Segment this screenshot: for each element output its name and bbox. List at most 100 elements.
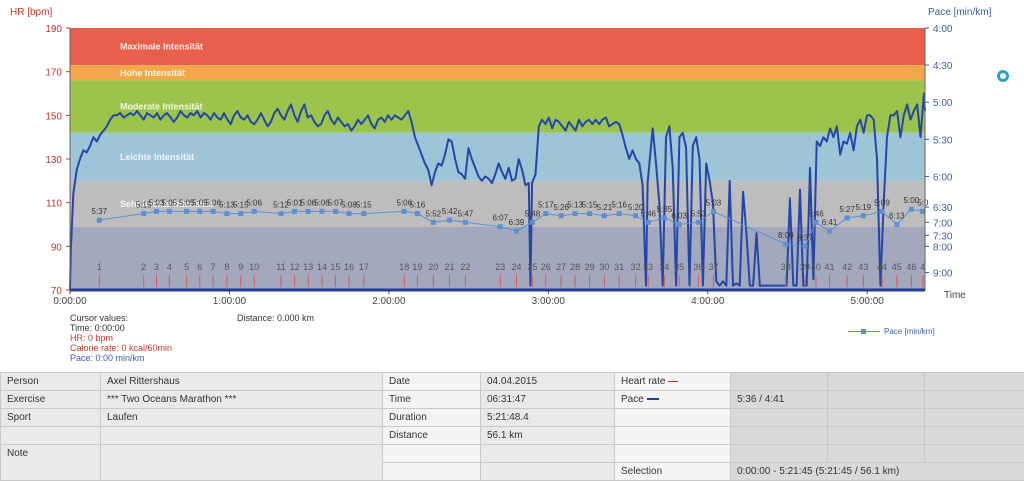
pace-point (813, 220, 818, 225)
km-marker-label: 38 (781, 262, 791, 272)
km-marker-label: 39 (800, 262, 810, 272)
pace-legend-label-table: Pace (621, 394, 644, 405)
person-value: Axel Rittershaus (101, 373, 383, 391)
km-marker-label: 23 (495, 262, 505, 272)
km-marker-label: 27 (556, 262, 566, 272)
km-marker-label: 6 (197, 262, 202, 272)
pace-point-label: 5:46 (640, 209, 656, 218)
pace-point (662, 215, 667, 220)
cursor-values-panel: Cursor values: Time: 0:00:00 HR: 0 bpm C… (70, 313, 172, 363)
pace-point-label: 5:05 (162, 198, 178, 207)
note-value[interactable] (101, 445, 383, 481)
pace-point-label: 5:48 (525, 209, 541, 218)
pace-point (696, 220, 701, 225)
selection-label: Selection (615, 463, 731, 481)
km-marker-label: 8 (224, 262, 229, 272)
km-marker-label: 31 (614, 262, 624, 272)
pace-point-label: 6:13 (889, 212, 905, 221)
right-axis-title: Pace [min/km] (928, 7, 992, 18)
pace-point-label: 5:06 (246, 198, 262, 207)
pace-point-label: 8:00 (778, 231, 794, 240)
km-marker-label: 33 (643, 262, 653, 272)
pace-point (167, 209, 172, 214)
pace-point-label: 5:35 (657, 205, 673, 214)
pace-point (617, 211, 622, 216)
km-marker-label: 15 (330, 262, 340, 272)
zone-label: Leichte Intensität (120, 152, 194, 162)
zone-label: Maximale Intensität (120, 42, 203, 52)
left-axis-title: HR [bpm] (10, 7, 52, 18)
pace-line-swatch (647, 398, 659, 400)
pace-point (783, 242, 788, 247)
pace-point (252, 209, 257, 214)
km-marker-label: 37 (708, 262, 718, 272)
pace-point (602, 213, 607, 218)
pace-point-label: 6:41 (822, 218, 838, 227)
km-marker-label: 32 (631, 262, 641, 272)
pace-point-label: 5:53 (691, 209, 707, 218)
km-marker-label: 17 (359, 262, 369, 272)
pace-point (909, 207, 914, 212)
pace-legend-swatch (848, 331, 880, 332)
km-marker-label: 26 (541, 262, 551, 272)
refresh-icon[interactable] (997, 70, 1009, 82)
pace-point-label: 6:39 (509, 218, 525, 227)
km-marker-label: 28 (570, 262, 580, 272)
pace-point (677, 222, 682, 227)
pace-point-label: 5:27 (839, 205, 855, 214)
pace-tick-label: 7:30 (933, 231, 953, 242)
x-tick-label: 1:00:00 (213, 296, 247, 307)
pace-point (361, 211, 366, 216)
pace-point-label: 5:16 (410, 201, 426, 210)
pace-tick-label: 6:30 (933, 203, 953, 214)
km-marker-label: 2 (141, 262, 146, 272)
pace-point (292, 209, 297, 214)
pace-point-label: 6:07 (493, 214, 509, 223)
pace-point-label: 5:47 (458, 209, 474, 218)
x-tick-label: 3:00:00 (532, 296, 566, 307)
pace-point (646, 220, 651, 225)
cursor-pace: Pace: 0:00 min/km (70, 353, 172, 363)
km-marker-label: 19 (412, 262, 422, 272)
pace-point-label: 6:03 (671, 212, 687, 221)
pace-point (711, 209, 716, 214)
note-label: Note (1, 445, 101, 481)
hr-tick-label: 170 (45, 68, 62, 79)
exercise-value: *** Two Oceans Marathon *** (101, 391, 383, 409)
km-marker-label: 30 (599, 262, 609, 272)
x-axis-title: Time (944, 290, 966, 301)
pace-point (306, 209, 311, 214)
exercise-label: Exercise (1, 391, 101, 409)
pace-legend-cell: Pace (615, 391, 731, 409)
pace-point-label: 5:46 (808, 209, 824, 218)
pace-tick-label: 4:00 (933, 24, 953, 35)
pace-point (402, 209, 407, 214)
cursor-distance: Distance: 0.000 km (237, 313, 314, 323)
pace-point (530, 220, 535, 225)
pace-tick-label: 8:00 (933, 242, 953, 253)
pace-point (319, 209, 324, 214)
pace-point-label: 5:42 (442, 207, 458, 216)
km-marker-label: 44 (877, 262, 887, 272)
hr-tick-label: 90 (51, 242, 63, 253)
pace-point (498, 224, 503, 229)
pace-point-label: 5:15 (582, 201, 598, 210)
date-label: Date (383, 373, 481, 391)
km-marker-label: 10 (249, 262, 259, 272)
pace-point (224, 211, 229, 216)
chart-legend: Pace [min/km] (848, 327, 935, 336)
pace-point (415, 211, 420, 216)
pace-point (587, 211, 592, 216)
hr-tick-label: 110 (46, 199, 62, 210)
pace-point-label: 5:08 (341, 201, 357, 210)
zone-band (70, 133, 925, 181)
km-marker-label: 3 (154, 262, 159, 272)
hr-legend-label: Heart rate (621, 376, 665, 387)
pace-tick-label: 5:00 (933, 98, 953, 109)
pace-point (827, 229, 832, 234)
pace-point (894, 222, 899, 227)
pace-point-label: 5:21 (597, 203, 613, 212)
duration-value: 5:21:48.4 (481, 409, 615, 427)
pace-point (97, 218, 102, 223)
